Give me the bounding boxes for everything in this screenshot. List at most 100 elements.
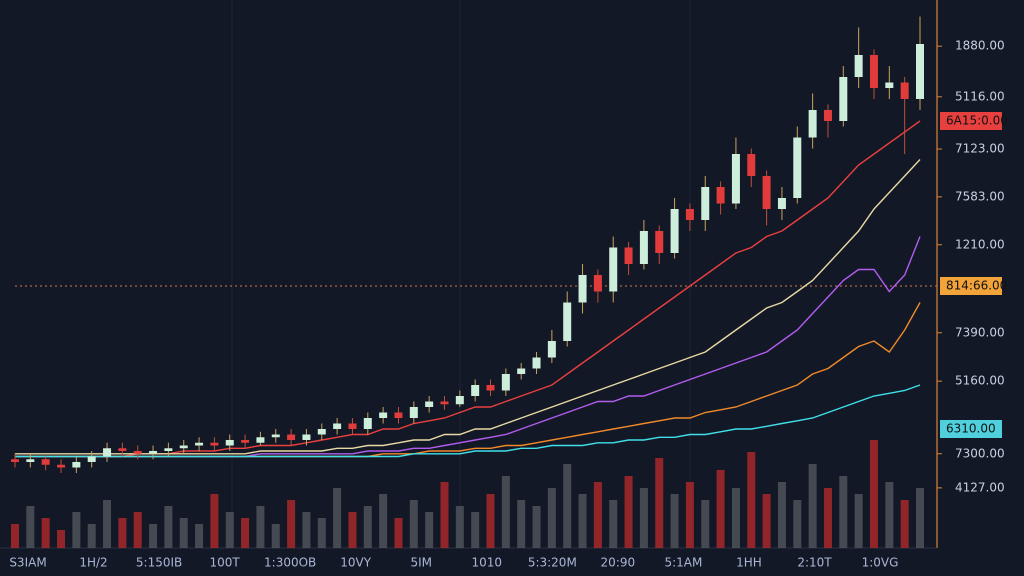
x-tick-label: 100T xyxy=(209,556,240,570)
candle-body xyxy=(41,459,50,465)
candle-body xyxy=(777,198,786,209)
y-tick-label: 7583.00 xyxy=(955,189,1005,203)
candle-body xyxy=(593,275,602,292)
candle-body xyxy=(716,187,725,204)
candle-body xyxy=(11,459,19,462)
x-tick-label: 1:300OB xyxy=(264,556,316,570)
candle-body xyxy=(287,434,296,440)
candle-body xyxy=(302,434,311,440)
price-label-box xyxy=(940,420,1002,438)
volume-bar xyxy=(885,482,894,548)
volume-bar xyxy=(271,524,280,548)
candle-body xyxy=(747,154,756,176)
volume-bar xyxy=(716,470,725,548)
candle-body xyxy=(762,176,771,209)
volume-bar xyxy=(823,488,832,548)
candle-body xyxy=(103,448,112,457)
volume-bar xyxy=(72,512,81,548)
candle-body xyxy=(501,374,510,391)
y-tick-label: 7123.00 xyxy=(955,142,1005,156)
x-tick-label: 5:1AM xyxy=(664,556,702,570)
moving-average-line xyxy=(15,159,921,455)
candle-body xyxy=(655,231,664,253)
volume-bar xyxy=(363,506,372,548)
volume-bar xyxy=(486,494,495,548)
volume-bar xyxy=(195,524,204,548)
volume-bar xyxy=(563,464,572,548)
price-label-box xyxy=(940,112,1002,130)
volume-bar xyxy=(179,518,188,548)
x-tick-label: 1H/2 xyxy=(79,556,107,570)
volume-bar xyxy=(118,518,127,548)
candle-body xyxy=(471,385,480,396)
x-tick-label: 2:10T xyxy=(797,556,832,570)
candle-body xyxy=(149,451,158,454)
volume-bar xyxy=(87,524,96,548)
candle-body xyxy=(808,110,817,138)
volume-bar xyxy=(777,482,786,548)
volume-bar xyxy=(762,494,771,548)
candle-body xyxy=(639,231,648,264)
x-tick-label: 5:150IB xyxy=(136,556,182,570)
x-tick-label: 10VY xyxy=(340,556,371,570)
volume-bar xyxy=(57,530,66,548)
volume-bar xyxy=(624,476,633,548)
x-tick-label: 1HH xyxy=(736,556,762,570)
volume-bar xyxy=(839,476,848,548)
candle-body xyxy=(869,55,878,88)
y-tick-label: 1880.00 xyxy=(955,39,1005,53)
y-tick-label: 7390.00 xyxy=(955,325,1005,339)
volume-bar xyxy=(547,488,556,548)
volume-bar xyxy=(593,482,602,548)
volume-bar xyxy=(394,518,403,548)
x-tick-label: 5:3:20M xyxy=(528,556,577,570)
volume-bar xyxy=(149,524,158,548)
volume-bar xyxy=(609,500,618,548)
price-label-box xyxy=(940,277,1002,295)
candle-body xyxy=(916,44,924,99)
y-tick-label: 4127.00 xyxy=(955,480,1005,494)
volume-bar xyxy=(133,512,142,548)
volume-bar xyxy=(455,506,464,548)
candle-body xyxy=(425,401,434,407)
candle-body xyxy=(839,77,848,121)
x-tick-label: S3IAM xyxy=(9,556,46,570)
candle-body xyxy=(440,401,449,405)
candle-body xyxy=(609,247,618,292)
volume-bar xyxy=(532,506,541,548)
candle-body xyxy=(333,423,342,429)
volume-bar xyxy=(256,506,265,548)
candle-body xyxy=(87,456,96,462)
y-tick-label: 1210.00 xyxy=(955,237,1005,251)
candle-body xyxy=(225,440,234,446)
candle-body xyxy=(394,412,403,418)
volume-bar xyxy=(471,512,480,548)
candle-body xyxy=(317,429,326,435)
candle-body xyxy=(57,464,66,468)
volume-bar xyxy=(639,488,648,548)
candle-body xyxy=(900,82,909,99)
volume-bar xyxy=(225,512,234,548)
volume-bar xyxy=(210,494,219,548)
y-tick-label: 7300.00 xyxy=(955,446,1005,460)
volume-bar xyxy=(793,500,802,548)
volume-bar xyxy=(425,512,434,548)
candle-body xyxy=(271,434,280,438)
volume-bar xyxy=(731,488,740,548)
volume-bar xyxy=(701,500,710,548)
price-label: 814:66.00 xyxy=(946,279,1007,293)
volume-bar xyxy=(317,518,326,548)
candle-body xyxy=(624,247,633,264)
volume-bar xyxy=(517,500,526,548)
volume-bar xyxy=(241,518,250,548)
volume-bar xyxy=(41,518,50,548)
volume-bar xyxy=(655,458,664,548)
candle-body xyxy=(563,302,572,341)
candle-body xyxy=(486,385,495,391)
volume-bar xyxy=(854,494,863,548)
candle-body xyxy=(26,459,35,462)
candle-body xyxy=(547,341,556,358)
price-label: 6310.00 xyxy=(946,422,996,436)
